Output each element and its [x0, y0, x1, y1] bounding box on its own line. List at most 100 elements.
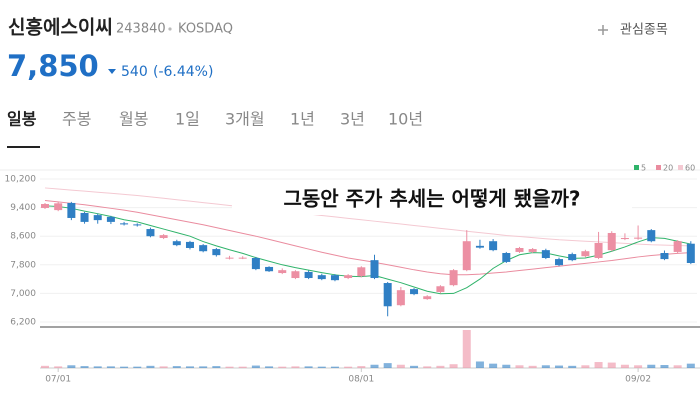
candle-body: [436, 286, 445, 292]
tab[interactable]: 3개월: [225, 110, 265, 129]
candle-body: [383, 283, 392, 307]
watch-button[interactable]: 관심종목: [598, 23, 668, 38]
volume-bar: [265, 366, 274, 368]
legend-swatch: [634, 165, 639, 170]
candle-body: [528, 249, 537, 252]
candle-body: [304, 271, 313, 279]
candle-body: [502, 253, 511, 262]
volume-bar: [106, 366, 115, 368]
volume-bar: [251, 365, 260, 368]
candle-body: [120, 223, 129, 225]
candle-body: [555, 259, 564, 266]
y-tick-label: 8,600: [10, 232, 36, 242]
volume-bar: [317, 366, 326, 368]
candle-body: [620, 237, 629, 240]
volume-bar: [304, 366, 313, 368]
volume-bar: [489, 363, 498, 368]
candle-body: [581, 251, 590, 257]
volume-bar: [120, 366, 129, 368]
candle-body: [278, 270, 287, 274]
volume-bar: [502, 364, 511, 368]
watch-label: 관심종목: [620, 23, 668, 38]
tab[interactable]: 10년: [388, 110, 423, 129]
volume-bar: [660, 365, 669, 368]
volume-bar: [185, 366, 194, 368]
volume-bar: [159, 366, 168, 368]
candle-body: [172, 241, 181, 246]
candle-body: [594, 242, 603, 259]
volume-bar: [541, 365, 550, 368]
volume-bar: [620, 364, 629, 368]
candle-body: [41, 204, 49, 208]
down-arrow: [108, 69, 116, 74]
volume-bar: [462, 330, 471, 368]
change: 540: [121, 64, 148, 80]
candle-body: [106, 216, 115, 222]
tab[interactable]: 일봉: [7, 110, 37, 129]
candle-body: [199, 245, 208, 252]
volume-bar: [146, 365, 155, 368]
candle-body: [146, 229, 155, 237]
volume-bar: [594, 362, 603, 368]
volume-bar: [133, 366, 142, 368]
candle-body: [647, 230, 656, 242]
volume-bar: [80, 366, 89, 368]
legend-swatch: [678, 165, 683, 170]
volume-bar: [383, 363, 392, 368]
tab[interactable]: 1일: [175, 110, 200, 129]
ma-line: [44, 205, 691, 295]
volume-bar: [370, 364, 379, 368]
plot: 10,200 9,400 8,600 7,800 7,000 6,200 5 20 60 07/0…: [0, 164, 700, 385]
candle-body: [344, 275, 353, 279]
volume-bar: [515, 365, 524, 368]
volume-bar: [225, 366, 234, 368]
candle-body: [80, 212, 89, 222]
volume-bar: [54, 366, 63, 368]
candle-body: [185, 241, 194, 248]
tab[interactable]: 3년: [340, 110, 365, 129]
candle-body: [660, 253, 669, 260]
volume-bar: [330, 366, 339, 368]
volume-bar: [410, 365, 419, 368]
tab[interactable]: 1년: [290, 110, 315, 129]
candle-body: [686, 243, 695, 264]
separator: [168, 27, 172, 31]
volume-bar: [212, 366, 221, 368]
legend-label: 5: [641, 164, 646, 173]
x-tick-label: 09/02: [625, 375, 651, 385]
change-pct: (-6.44%): [153, 64, 213, 80]
candle-body: [133, 224, 142, 226]
volume-bar: [634, 365, 643, 368]
tab[interactable]: 주봉: [62, 110, 91, 129]
candle-body: [423, 296, 432, 300]
stock-code: 243840: [116, 22, 166, 37]
candle-body: [238, 257, 247, 259]
volume-bar: [67, 365, 76, 368]
candle-body: [568, 254, 577, 261]
market: KOSDAQ: [178, 22, 233, 37]
candle-body: [265, 266, 274, 272]
candle-body: [54, 203, 63, 211]
candle-body: [515, 247, 524, 252]
tabs: 일봉 주봉 월봉 1일 3개월 1년 3년 10년: [7, 110, 423, 129]
candle-body: [462, 241, 471, 271]
volume-bar: [278, 366, 287, 368]
candle-body: [291, 271, 300, 279]
volume-bar: [449, 364, 458, 368]
tab[interactable]: 월봉: [119, 110, 148, 129]
volume-bar: [238, 366, 247, 368]
candle-body: [370, 260, 379, 279]
y-tick-label: 9,400: [10, 203, 36, 213]
volume-bar: [475, 361, 484, 368]
volume-bar: [93, 366, 102, 368]
annotation-box: [232, 183, 632, 215]
volume-bar: [344, 366, 353, 368]
ma-line: [44, 199, 691, 276]
y-tick-label: 6,200: [10, 318, 36, 328]
volume-bar: [172, 366, 181, 368]
y-tick-label: 7,800: [10, 260, 36, 270]
volume-bar: [41, 365, 49, 368]
volume-bar: [673, 365, 682, 368]
